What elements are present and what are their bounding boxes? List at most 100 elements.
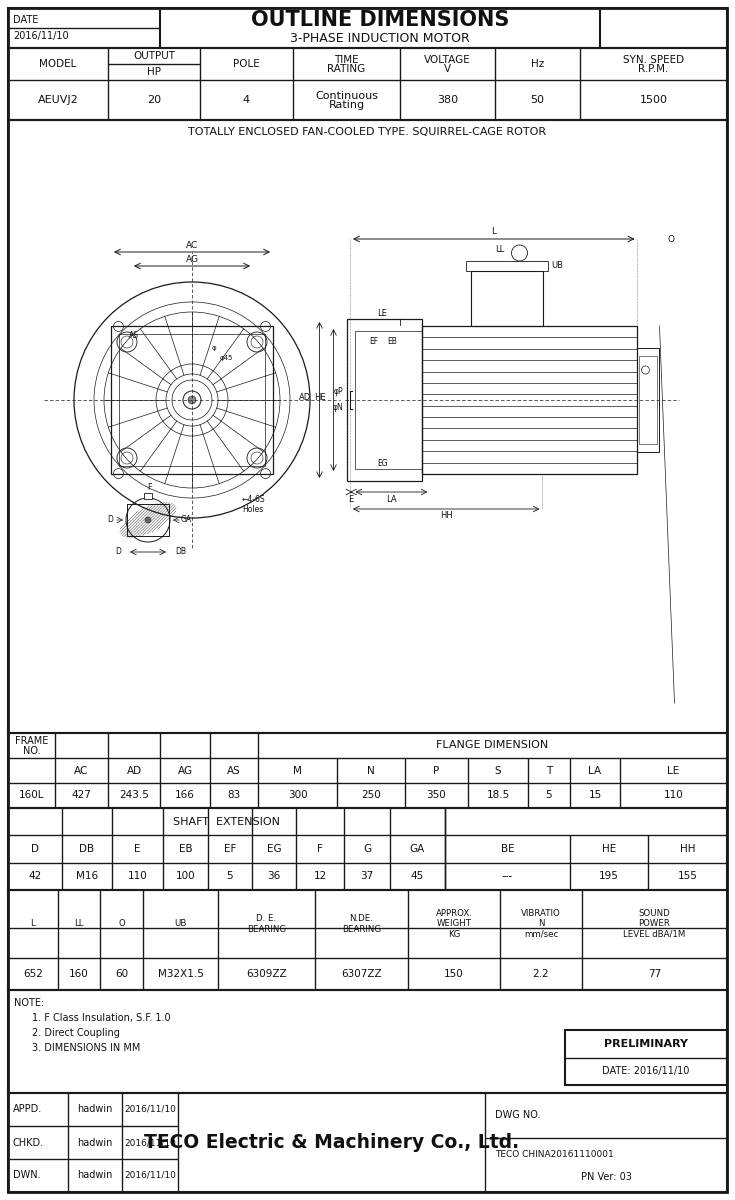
Text: 160L: 160L	[19, 791, 44, 800]
Text: AC: AC	[74, 766, 89, 775]
Text: 50: 50	[531, 95, 545, 104]
Text: DATE: 2016/11/10: DATE: 2016/11/10	[602, 1067, 689, 1076]
Text: G: G	[363, 844, 371, 854]
Text: 2016/11/10: 2016/11/10	[124, 1105, 176, 1114]
Text: AD: AD	[126, 766, 142, 775]
Text: CHKD.: CHKD.	[13, 1138, 44, 1147]
Text: AS: AS	[227, 766, 241, 775]
Text: 652: 652	[23, 970, 43, 979]
Bar	[356, 331, 423, 469]
Text: HE: HE	[602, 844, 616, 854]
Text: 18.5: 18.5	[487, 791, 509, 800]
Text: ←4-6S: ←4-6S	[242, 496, 265, 504]
Text: D: D	[107, 516, 113, 524]
Bar	[423, 326, 637, 474]
Text: 300: 300	[287, 791, 307, 800]
Text: LA: LA	[589, 766, 601, 775]
Bar	[637, 348, 659, 451]
Text: GA: GA	[410, 844, 425, 854]
Text: EG: EG	[378, 460, 388, 468]
Text: 195: 195	[599, 871, 619, 881]
Text: HP: HP	[147, 67, 161, 77]
Text: HH: HH	[680, 844, 695, 854]
Bar	[565, 1030, 727, 1085]
Text: 2016/11/10: 2016/11/10	[124, 1138, 176, 1147]
Bar	[8, 733, 727, 808]
Text: E: E	[348, 494, 354, 504]
Bar	[8, 48, 727, 120]
Text: MODEL: MODEL	[39, 59, 76, 68]
Text: hadwin: hadwin	[77, 1170, 112, 1181]
Text: 5: 5	[226, 871, 233, 881]
Text: 36: 36	[268, 871, 281, 881]
Text: APPROX.
WEIGHT
KG: APPROX. WEIGHT KG	[436, 910, 473, 938]
Bar	[8, 890, 727, 990]
Text: 4: 4	[243, 95, 250, 104]
Text: LL: LL	[74, 919, 84, 929]
Text: hadwin: hadwin	[77, 1104, 112, 1115]
Text: HE: HE	[314, 394, 326, 402]
Text: EG: EG	[267, 844, 282, 854]
Circle shape	[188, 396, 196, 404]
Text: L: L	[491, 228, 496, 236]
Text: OUTPUT: OUTPUT	[133, 50, 175, 61]
Text: 83: 83	[227, 791, 240, 800]
Text: 427: 427	[71, 791, 91, 800]
Bar	[8, 990, 727, 1093]
Text: 350: 350	[426, 791, 446, 800]
Text: LE: LE	[667, 766, 680, 775]
Text: 150: 150	[444, 970, 464, 979]
Text: 77: 77	[648, 970, 661, 979]
Text: UB: UB	[551, 262, 564, 270]
Text: ---: ---	[502, 871, 513, 881]
Text: D. E.
BEARING: D. E. BEARING	[247, 914, 286, 934]
Bar	[467, 260, 548, 271]
Text: EB: EB	[387, 336, 398, 346]
Bar	[8, 808, 727, 890]
Bar	[119, 334, 265, 466]
Text: 2.2: 2.2	[533, 970, 549, 979]
Text: L: L	[31, 919, 35, 929]
Text: Rating: Rating	[329, 100, 365, 110]
Text: BE: BE	[501, 844, 514, 854]
Text: AD: AD	[299, 394, 312, 402]
Text: DB: DB	[175, 547, 186, 557]
Text: DATE: DATE	[13, 14, 38, 25]
Text: T: T	[546, 766, 552, 775]
Text: EF: EF	[224, 844, 236, 854]
Text: 110: 110	[128, 871, 148, 881]
Text: SYN. SPEED: SYN. SPEED	[623, 55, 684, 65]
Text: 100: 100	[176, 871, 196, 881]
Text: 380: 380	[437, 95, 458, 104]
Text: φN: φN	[333, 403, 343, 413]
Text: 3-PHASE INDUCTION MOTOR: 3-PHASE INDUCTION MOTOR	[290, 31, 470, 44]
Text: F: F	[147, 482, 151, 492]
Text: E: E	[135, 844, 140, 854]
Text: 3. DIMENSIONS IN MM: 3. DIMENSIONS IN MM	[32, 1043, 140, 1054]
Text: 155: 155	[678, 871, 698, 881]
Text: DWG NO.: DWG NO.	[495, 1110, 540, 1120]
Text: 2016/11/10: 2016/11/10	[124, 1171, 176, 1180]
Text: NOTE:: NOTE:	[14, 998, 44, 1008]
Text: V: V	[444, 64, 451, 74]
Text: APPD.: APPD.	[13, 1104, 42, 1115]
Text: M: M	[293, 766, 302, 775]
Text: NO.: NO.	[23, 745, 40, 756]
Text: GA: GA	[180, 516, 192, 524]
Text: PN Ver: 03: PN Ver: 03	[581, 1172, 631, 1182]
Text: D: D	[31, 844, 39, 854]
Text: EF: EF	[370, 336, 379, 346]
Text: 1500: 1500	[639, 95, 667, 104]
Text: Holes: Holes	[242, 505, 263, 515]
Text: 160: 160	[69, 970, 89, 979]
Text: 42: 42	[29, 871, 42, 881]
Text: S: S	[495, 766, 501, 775]
Text: 6307ZZ: 6307ZZ	[341, 970, 381, 979]
Bar	[8, 1093, 727, 1192]
Text: 243.5: 243.5	[119, 791, 149, 800]
Text: D: D	[115, 547, 121, 557]
Text: O: O	[668, 234, 675, 244]
Text: FRAME: FRAME	[15, 736, 49, 745]
Text: POLE: POLE	[233, 59, 260, 68]
Text: N.DE.
BEARING: N.DE. BEARING	[342, 914, 381, 934]
